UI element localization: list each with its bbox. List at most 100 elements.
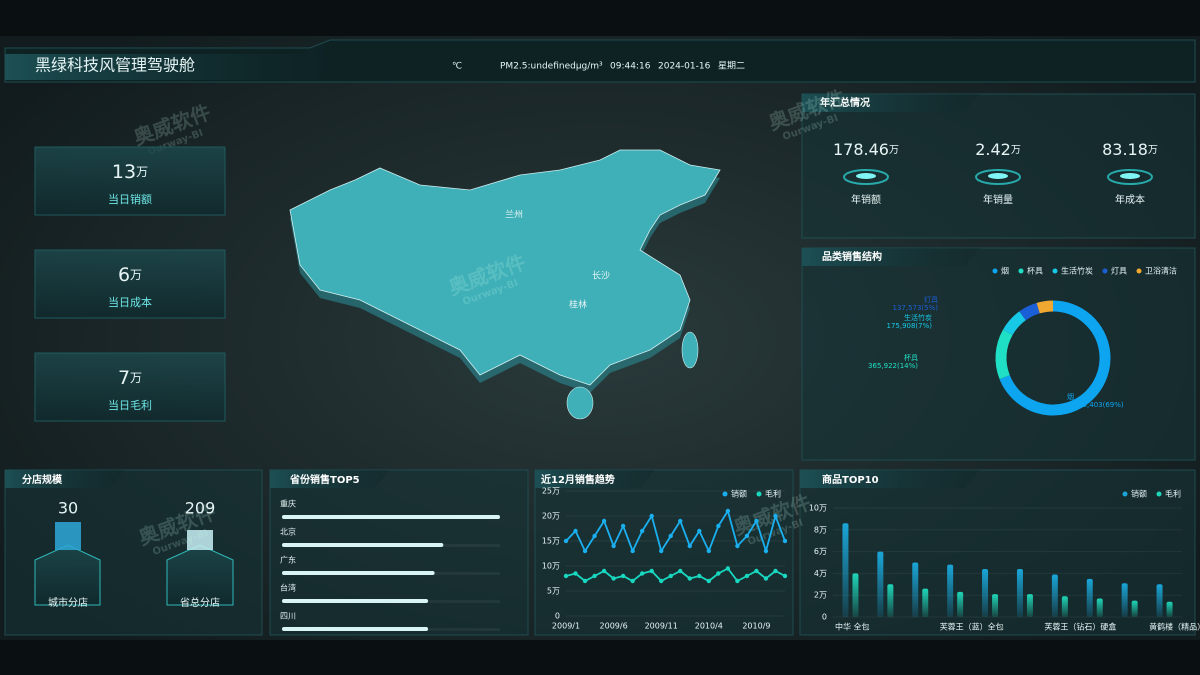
slice-value: 175,908(7%) — [886, 322, 932, 330]
x-tick-label: 2010/4 — [695, 622, 723, 631]
bar — [282, 571, 435, 575]
kpi-unit: 万 — [130, 371, 142, 385]
point — [611, 543, 616, 549]
glow-core — [988, 173, 1008, 179]
kpi-value: 6万 — [118, 264, 142, 286]
x-tick-label: 黄鹤楼（精品） — [1149, 622, 1200, 632]
kpi-value: 7万 — [118, 367, 142, 389]
point — [630, 578, 635, 584]
point — [563, 538, 569, 544]
point — [678, 518, 683, 524]
annual-value: 178.46万 — [833, 140, 899, 159]
point — [620, 573, 626, 579]
title-plate — [5, 44, 325, 80]
glow — [843, 169, 889, 185]
china-map — [289, 149, 721, 420]
point — [735, 578, 740, 584]
map-hainan — [566, 386, 594, 420]
bar — [957, 591, 964, 617]
pm25: PM2.5:undefinedμg/m³ — [500, 62, 603, 72]
x-tick-label: 芙蓉王（蓝）全包 — [940, 622, 1004, 632]
point — [725, 508, 731, 514]
annual-unit: 万 — [1011, 145, 1021, 156]
point — [573, 571, 578, 576]
kpi-unit: 万 — [136, 165, 148, 179]
y-tick-label: 5万 — [547, 587, 560, 596]
point — [773, 513, 778, 519]
kpi-label: 当日成本 — [108, 295, 152, 309]
bar — [992, 594, 999, 617]
point — [706, 548, 712, 554]
glow — [975, 169, 1021, 185]
point — [659, 548, 664, 554]
category-label: 台湾 — [280, 583, 296, 593]
bar — [1131, 600, 1138, 617]
annual-panel — [801, 93, 1196, 239]
point — [573, 528, 578, 534]
slice-name: 烟 — [1067, 392, 1074, 401]
point — [639, 528, 645, 534]
series-line — [565, 508, 786, 555]
time: 09:44:16 — [610, 62, 651, 72]
bar — [947, 564, 954, 617]
kpi-unit: 万 — [130, 268, 142, 282]
annual-label: 年销额 — [851, 193, 881, 206]
donut-segment — [999, 300, 1111, 416]
temperature: ℃ — [452, 62, 462, 72]
store-value: 209 — [185, 499, 216, 518]
legend-marker — [1052, 268, 1058, 274]
point — [611, 576, 616, 581]
y-tick-label: 8万 — [814, 525, 827, 534]
kpi-box — [34, 249, 226, 319]
point — [678, 568, 683, 574]
legend-label: 烟 — [1001, 267, 1009, 276]
point — [735, 543, 740, 549]
panel-tab — [535, 470, 655, 488]
legend-label: 销额 — [1131, 489, 1147, 499]
point — [630, 548, 635, 554]
legend-marker — [756, 491, 762, 497]
point — [763, 548, 769, 554]
point — [773, 568, 778, 574]
annual-number: 2.42 — [975, 140, 1011, 159]
panel-tab — [270, 470, 390, 488]
category-label: 重庆 — [280, 499, 296, 509]
legend-label: 卫浴清洁 — [1145, 266, 1177, 276]
legend-label: 杯具 — [1027, 266, 1043, 276]
slice-name: 杯具 — [904, 353, 918, 362]
bottom-band — [0, 640, 1200, 675]
annual-number: 83.18 — [1102, 140, 1148, 159]
slice-value: 365,922(14%) — [868, 362, 918, 370]
legend-marker — [1018, 268, 1024, 274]
legend-marker — [1122, 491, 1128, 497]
point — [592, 533, 597, 539]
category-label: 广东 — [280, 555, 296, 565]
x-tick-label: 2009/11 — [645, 622, 678, 631]
legend-marker — [722, 491, 728, 497]
map-land — [289, 149, 721, 386]
legend-label: 毛利 — [765, 489, 781, 499]
glow — [1107, 169, 1153, 185]
point — [601, 568, 607, 574]
category-label: 北京 — [280, 527, 296, 537]
annual-label: 年销量 — [983, 193, 1013, 206]
city-label: 兰州 — [505, 209, 523, 221]
slice-name: 生活竹炭 — [904, 313, 932, 322]
kpi-box — [34, 352, 226, 422]
point — [754, 518, 759, 524]
bar — [1086, 578, 1093, 617]
legend-marker — [1136, 268, 1142, 274]
y-tick-label: 4万 — [814, 569, 827, 578]
store-label: 城市分店 — [48, 596, 88, 609]
point — [601, 518, 607, 524]
annual-unit: 万 — [1148, 145, 1158, 156]
bar — [877, 551, 884, 617]
kpi-label: 当日毛利 — [108, 398, 152, 412]
bar — [842, 523, 849, 617]
bar — [887, 584, 894, 617]
legend-label: 生活竹炭 — [1061, 266, 1093, 276]
bar — [1166, 601, 1173, 617]
panel-title: 商品TOP10 — [822, 473, 879, 486]
bar — [1121, 583, 1128, 617]
